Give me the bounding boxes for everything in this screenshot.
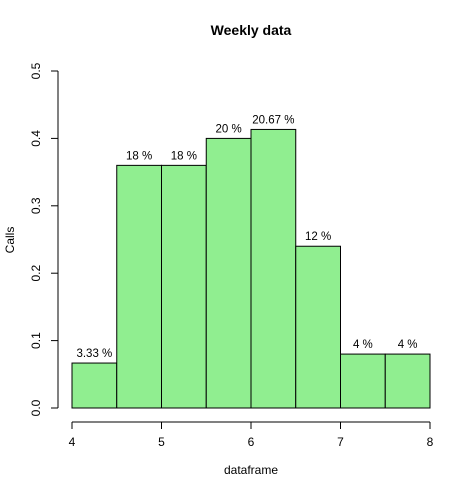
bar-2 — [116, 164, 162, 409]
bar-label-4: 20 % — [216, 123, 242, 135]
bar-label-3: 18 % — [171, 150, 197, 162]
y-tick-label-4: 0.3 — [29, 197, 43, 214]
bar-6 — [295, 245, 341, 409]
bar-label-8: 4 % — [398, 339, 418, 351]
y-tick-label-2: 0.1 — [29, 332, 43, 349]
bar-7 — [340, 353, 386, 409]
bar-4 — [205, 137, 252, 409]
chart-title: Weekly data — [211, 22, 292, 38]
y-axis-label: Calls — [3, 227, 17, 254]
bar-8 — [384, 353, 431, 409]
y-axis: 0.0 0.1 0.2 0.3 0.4 0.5 — [29, 62, 59, 416]
x-tick-label-2: 5 — [158, 435, 165, 449]
x-axis: 4 5 6 7 8 — [69, 421, 434, 449]
bar-label-2: 18 % — [126, 150, 152, 162]
bars-layer — [71, 128, 431, 409]
x-tick-label-4: 7 — [337, 435, 344, 449]
x-tick-label-3: 6 — [248, 435, 255, 449]
y-tick-label-3: 0.2 — [29, 265, 43, 282]
bar-3 — [161, 164, 207, 409]
y-tick-label-5: 0.4 — [29, 130, 43, 147]
y-tick-label-1: 0.0 — [29, 399, 43, 416]
bar-label-7: 4 % — [353, 339, 373, 351]
bar-1 — [71, 362, 118, 409]
bar-label-1: 3.33 % — [76, 348, 112, 360]
x-tick-label-5: 8 — [427, 435, 434, 449]
x-tick-label-1: 4 — [69, 435, 76, 449]
bar-label-5: 20.67 % — [252, 114, 294, 126]
bar-5 — [250, 128, 297, 409]
data-labels-layer: 3.33 % 18 % 18 % 20 % 20.67 % 12 % 4 % 4 % — [76, 114, 417, 360]
y-tick-label-6: 0.5 — [29, 62, 43, 79]
x-axis-label: dataframe — [224, 463, 278, 477]
bar-label-6: 12 % — [305, 231, 331, 243]
